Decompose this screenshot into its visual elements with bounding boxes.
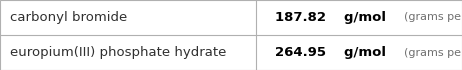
Text: (grams per mole): (grams per mole) bbox=[404, 13, 462, 22]
Text: g/mol: g/mol bbox=[344, 11, 391, 24]
Text: carbonyl bromide: carbonyl bromide bbox=[10, 11, 128, 24]
Text: g/mol: g/mol bbox=[344, 46, 391, 59]
Text: 264.95: 264.95 bbox=[275, 46, 328, 59]
Text: europium(III) phosphate hydrate: europium(III) phosphate hydrate bbox=[10, 46, 227, 59]
Text: (grams per mole): (grams per mole) bbox=[404, 48, 462, 57]
Text: 187.82: 187.82 bbox=[275, 11, 328, 24]
